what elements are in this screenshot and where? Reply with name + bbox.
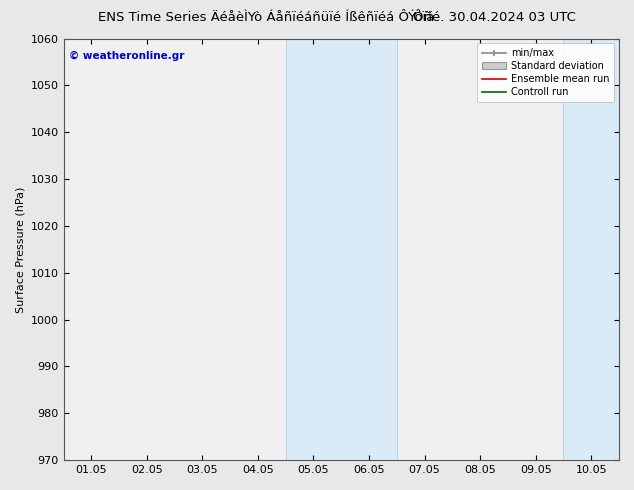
Y-axis label: Surface Pressure (hPa): Surface Pressure (hPa) [15, 186, 25, 313]
Text: ENS Time Series ÄéåèÌYò Áåñïéáñüïé Íßêñïéá ÔÝóïá: ENS Time Series ÄéåèÌYò Áåñïéáñüïé Íßêñï… [98, 11, 434, 24]
Text: © weatheronline.gr: © weatheronline.gr [69, 51, 184, 61]
Bar [564, 39, 634, 460]
Text: Ôñé. 30.04.2024 03 UTC: Ôñé. 30.04.2024 03 UTC [413, 11, 576, 24]
Bar [286, 39, 397, 460]
Legend: min/max, Standard deviation, Ensemble mean run, Controll run: min/max, Standard deviation, Ensemble me… [477, 44, 614, 102]
